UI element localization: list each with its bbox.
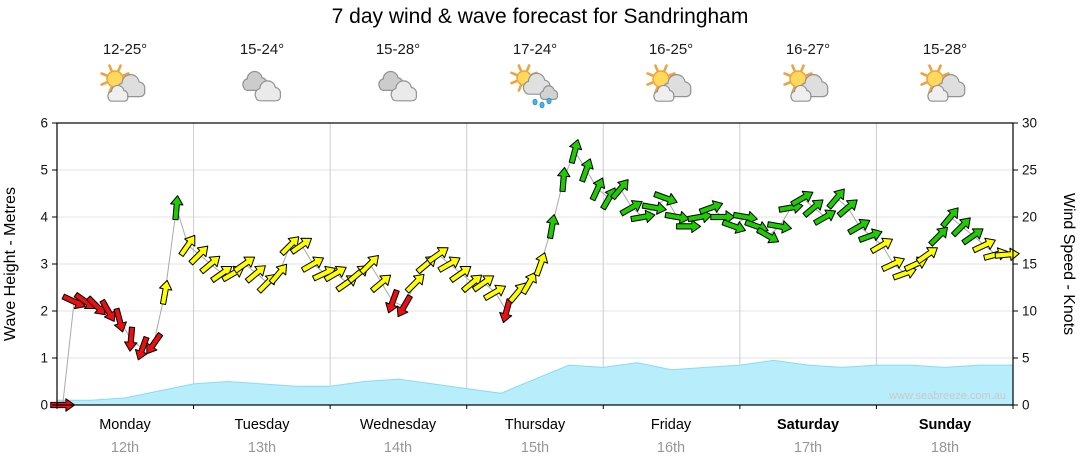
wind-arrow bbox=[881, 256, 905, 272]
left-axis-tick-label: 5 bbox=[40, 163, 48, 178]
wind-arrow bbox=[546, 214, 560, 240]
wind-arrow bbox=[664, 210, 690, 225]
wind-arrow bbox=[323, 265, 347, 283]
right-axis-title: Wind Speed - Knots bbox=[1060, 193, 1077, 335]
left-axis-tick-label: 6 bbox=[40, 116, 48, 131]
wind-arrow bbox=[790, 190, 814, 207]
right-axis-tick-label: 5 bbox=[1022, 351, 1030, 366]
wind-arrow bbox=[630, 209, 656, 224]
right-axis-tick-label: 30 bbox=[1022, 116, 1037, 131]
wind-arrow bbox=[359, 255, 379, 275]
wind-arrow bbox=[533, 252, 549, 277]
wind-arrow bbox=[766, 220, 793, 234]
wind-arrow bbox=[972, 237, 996, 254]
left-axis-tick-label: 0 bbox=[40, 398, 48, 413]
wind-arrow bbox=[579, 158, 594, 183]
left-axis-tick-label: 3 bbox=[40, 257, 48, 272]
wind-arrow bbox=[653, 191, 678, 206]
right-axis-tick-label: 25 bbox=[1022, 163, 1037, 178]
wind-arrow bbox=[961, 228, 984, 246]
wind-arrow bbox=[610, 179, 629, 201]
wind-arrow bbox=[802, 199, 824, 218]
wind-arrow bbox=[199, 255, 221, 275]
right-axis-tick-label: 10 bbox=[1022, 304, 1037, 319]
wind-arrow bbox=[557, 166, 571, 193]
wave-height-area bbox=[56, 359, 1014, 406]
wind-arrow bbox=[159, 279, 173, 305]
wind-arrow bbox=[619, 200, 643, 217]
wind-arrow bbox=[300, 256, 324, 273]
wind-arrow bbox=[940, 207, 959, 229]
left-axis-tick-label: 1 bbox=[40, 351, 48, 366]
wind-arrow bbox=[847, 218, 871, 236]
wind-arrow bbox=[113, 307, 127, 333]
left-axis-tick-label: 4 bbox=[40, 210, 48, 225]
wind-arrow bbox=[289, 237, 313, 255]
wind-arrow bbox=[858, 228, 883, 243]
wind-arrow bbox=[589, 177, 606, 202]
wind-arrow bbox=[813, 209, 837, 226]
wind-arrow bbox=[950, 217, 971, 238]
wind-arrow bbox=[698, 200, 724, 215]
wind-arrow bbox=[170, 195, 184, 221]
wind-arrow bbox=[641, 201, 667, 215]
wind-arrow bbox=[721, 219, 746, 234]
wind-arrow bbox=[756, 227, 780, 244]
left-axis-tick-label: 2 bbox=[40, 304, 48, 319]
wind-arrow bbox=[915, 247, 938, 265]
right-axis-tick-label: 15 bbox=[1022, 257, 1037, 272]
right-axis-tick-label: 20 bbox=[1022, 210, 1037, 225]
wind-arrow bbox=[178, 234, 196, 258]
watermark: www.seabreeze.com.au bbox=[888, 390, 1006, 402]
wind-arrow bbox=[437, 256, 461, 273]
wind-arrow bbox=[396, 294, 413, 318]
wind-arrow bbox=[146, 332, 164, 355]
wind-arrow bbox=[449, 265, 472, 283]
wind-arrow bbox=[232, 256, 256, 274]
left-axis-title: Wave Height - Metres bbox=[2, 187, 19, 341]
wind-arrow bbox=[404, 273, 425, 294]
wind-arrow bbox=[124, 326, 138, 352]
wind-arrow bbox=[370, 274, 392, 294]
wind-arrow bbox=[826, 188, 845, 210]
wind-arrow bbox=[483, 284, 507, 301]
right-axis-tick-label: 0 bbox=[1022, 398, 1030, 413]
wind-arrow bbox=[568, 139, 583, 164]
wind-arrow bbox=[928, 226, 948, 247]
chart-background-layer bbox=[56, 123, 1014, 406]
wind-arrow bbox=[869, 237, 893, 254]
wind-arrow bbox=[268, 263, 288, 285]
page-title: 7 day wind & wave forecast for Sandringh… bbox=[331, 5, 749, 28]
wind-arrow bbox=[244, 265, 266, 284]
wind-arrow bbox=[188, 245, 209, 266]
wind-arrow bbox=[471, 275, 495, 293]
wind-arrow bbox=[836, 199, 858, 218]
wind-arrow bbox=[520, 271, 537, 295]
wind-arrow bbox=[426, 247, 449, 265]
chart-foreground-layer: 0 1 2 3 4 5 6 0 5 10 15 20 25 30 bbox=[40, 116, 1037, 413]
